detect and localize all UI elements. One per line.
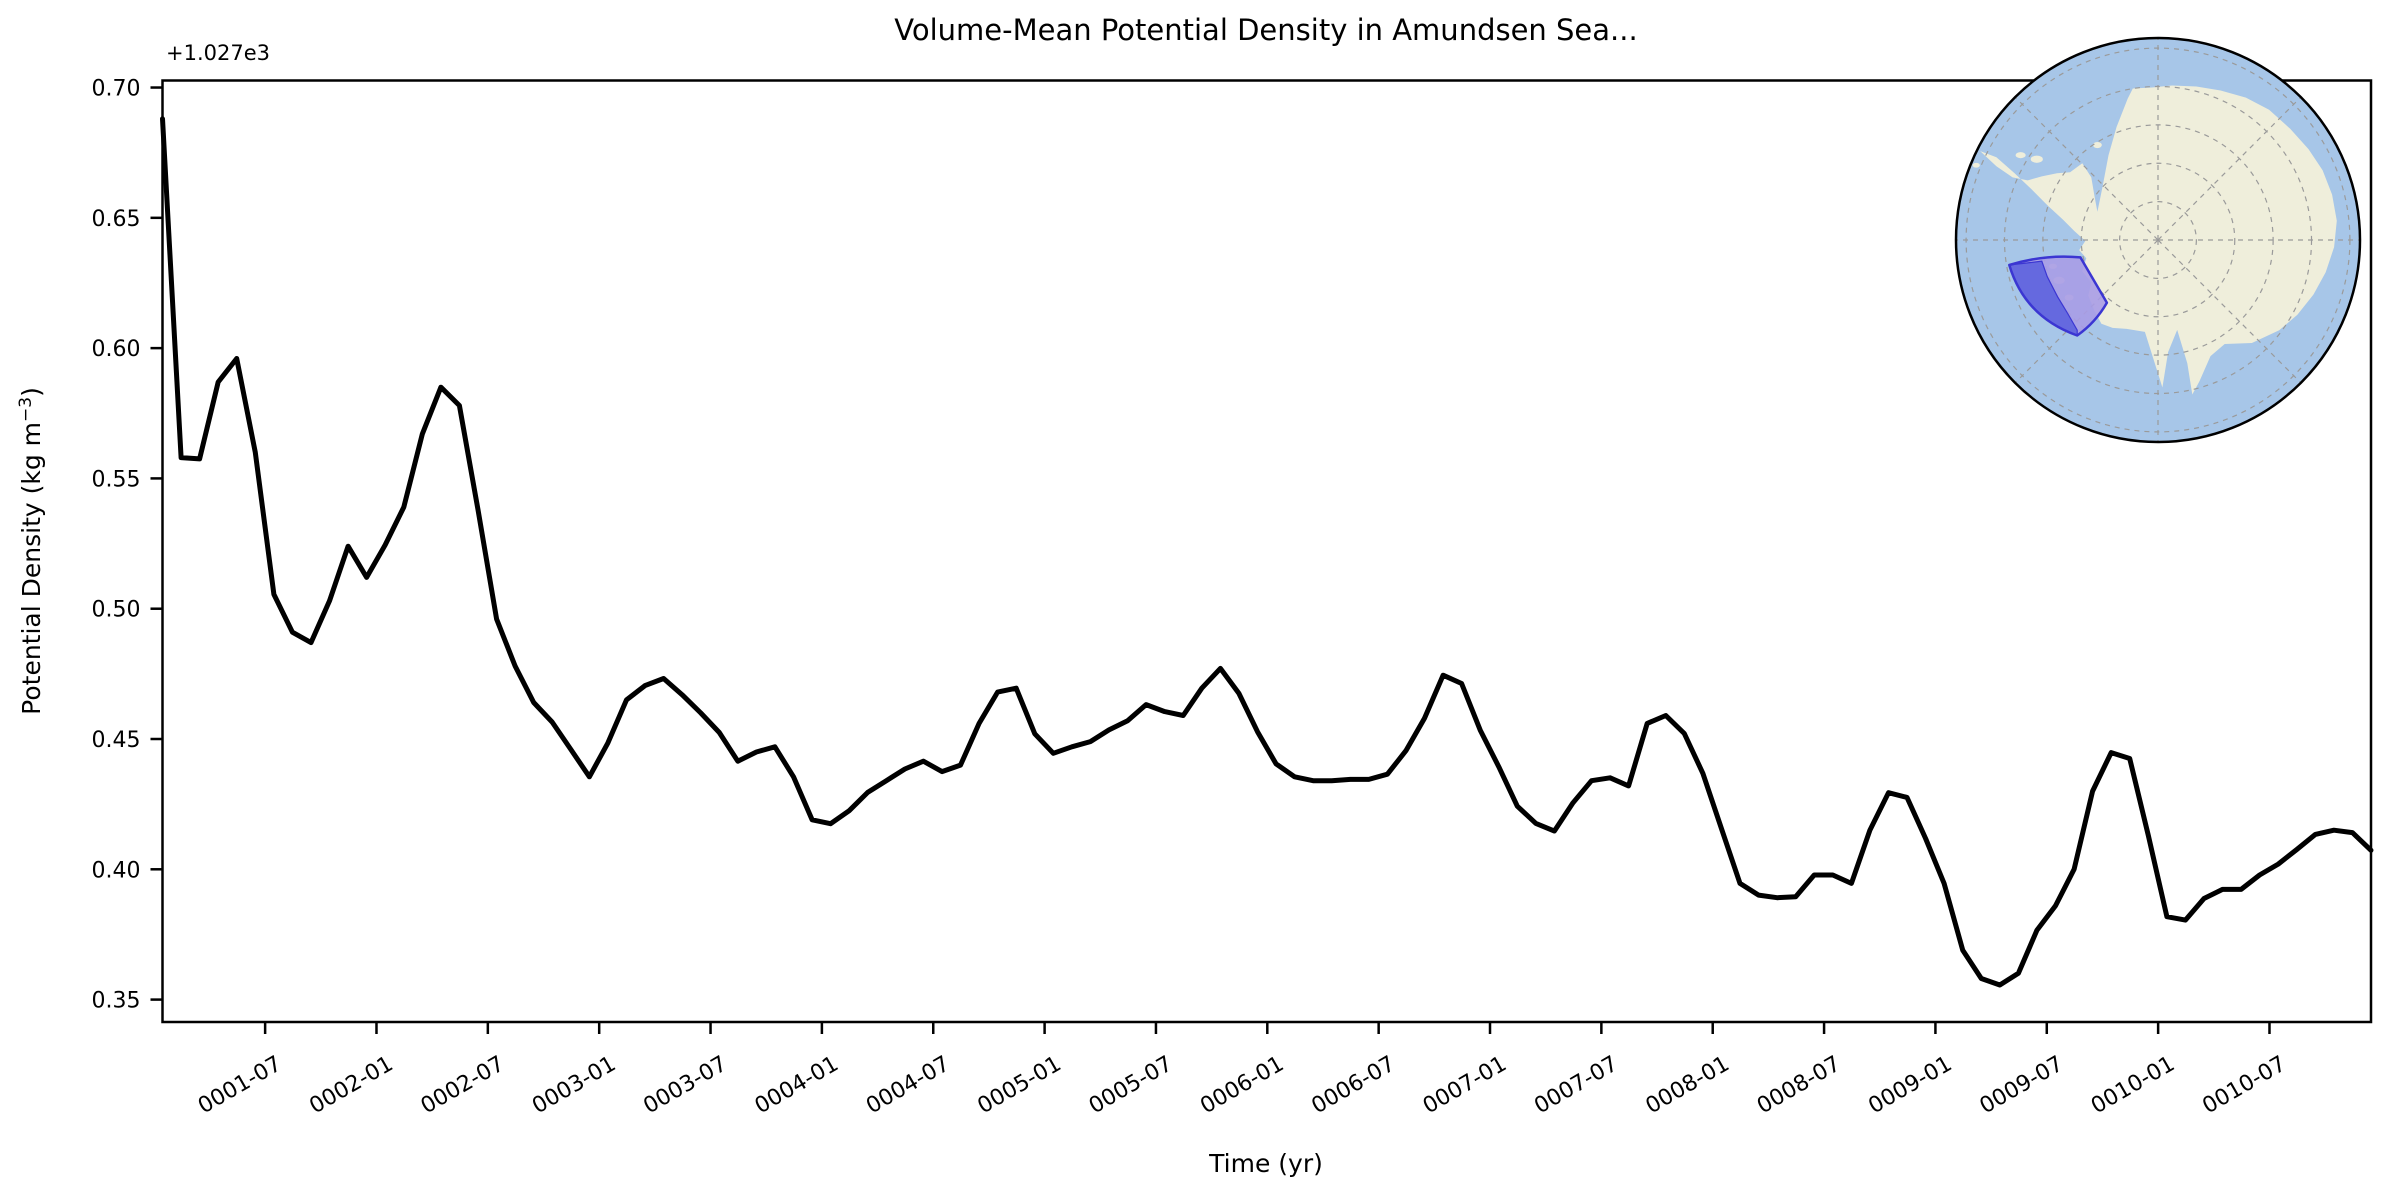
x-axis-label: Time (yr) bbox=[1208, 1149, 1323, 1178]
graticule-meridian bbox=[2014, 96, 2159, 241]
x-tick-label: 0006-07 bbox=[1308, 1052, 1400, 1120]
x-axis-ticks: 0001-07 0002-01 0002-07 0003-01 0003-07 0004-… bbox=[194, 1022, 2290, 1119]
y-tick-label: 0.50 bbox=[92, 598, 141, 623]
x-tick-label: 0007-07 bbox=[1530, 1052, 1622, 1120]
x-tick-label: 0002-01 bbox=[305, 1052, 397, 1120]
graticule-parallel bbox=[2119, 201, 2197, 279]
amundsen-region-outline bbox=[2008, 255, 2109, 337]
y-axis-ticks: 0.35 0.40 0.45 0.50 0.55 0.60 0.65 0.70 bbox=[92, 77, 163, 1014]
graticule-meridian bbox=[2157, 96, 2302, 241]
chart-title: Volume-Mean Potential Density in Amundse… bbox=[894, 13, 1637, 47]
density-line-series bbox=[160, 116, 2374, 988]
y-tick-label: 0.65 bbox=[92, 207, 141, 232]
y-tick-label: 0.45 bbox=[92, 728, 141, 753]
island bbox=[2092, 142, 2102, 149]
globe-contents bbox=[1957, 39, 2359, 441]
y-tick-label: 0.35 bbox=[92, 989, 141, 1014]
y-axis-label: Potential Density (kg m−3) bbox=[16, 387, 46, 715]
island bbox=[1972, 162, 1980, 168]
x-tick-label: 0008-07 bbox=[1753, 1052, 1845, 1120]
y-tick-label: 0.40 bbox=[92, 858, 141, 883]
graticule-parallel bbox=[2042, 124, 2274, 356]
y-axis-offset-label: +1.027e3 bbox=[166, 41, 270, 65]
x-tick-label: 0001-07 bbox=[194, 1052, 286, 1120]
y-tick-label: 0.70 bbox=[92, 77, 141, 102]
x-tick-label: 0010-01 bbox=[2087, 1052, 2179, 1120]
island bbox=[2015, 152, 2026, 159]
x-tick-label: 0003-01 bbox=[528, 1052, 620, 1120]
x-tick-label: 0009-01 bbox=[1864, 1052, 1956, 1120]
x-tick-label: 0006-01 bbox=[1196, 1052, 1288, 1120]
antarctica-inset-map bbox=[1954, 36, 2362, 444]
x-tick-label: 0009-07 bbox=[1976, 1052, 2068, 1120]
density-line bbox=[160, 116, 2374, 988]
graticule-parallel bbox=[2080, 162, 2236, 318]
x-tick-label: 0010-07 bbox=[2198, 1052, 2290, 1120]
x-tick-label: 0004-01 bbox=[751, 1052, 843, 1120]
x-tick-label: 0002-07 bbox=[417, 1052, 509, 1120]
globe-border bbox=[1954, 36, 2362, 444]
x-tick-label: 0004-07 bbox=[862, 1052, 954, 1120]
x-tick-label: 0008-01 bbox=[1642, 1052, 1734, 1120]
x-tick-label: 0005-01 bbox=[973, 1052, 1065, 1120]
graticule-meridian bbox=[2157, 239, 2302, 384]
x-tick-label: 0007-01 bbox=[1419, 1052, 1511, 1120]
x-tick-label: 0003-07 bbox=[639, 1052, 731, 1120]
y-tick-label: 0.60 bbox=[92, 337, 141, 362]
x-tick-label: 0005-07 bbox=[1085, 1052, 1177, 1120]
island bbox=[2030, 155, 2043, 163]
y-tick-label: 0.55 bbox=[92, 467, 141, 492]
